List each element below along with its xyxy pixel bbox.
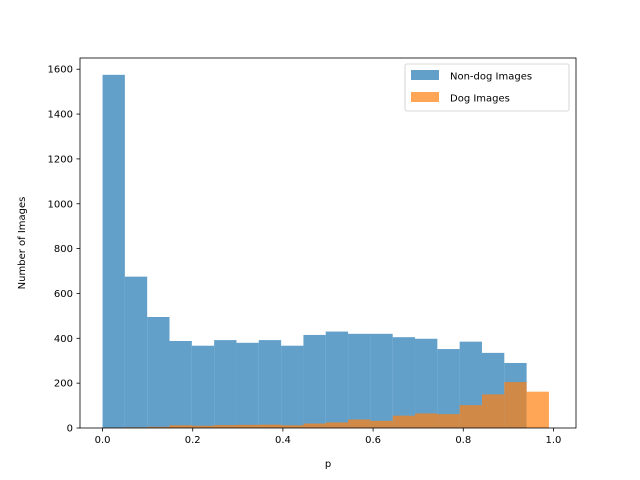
bar-dog-12 (370, 420, 393, 428)
bar-nondog-8 (281, 345, 304, 428)
bar-dog-7 (258, 424, 282, 428)
legend-box (404, 63, 570, 112)
x-tick-label-2: 0.4 (275, 435, 291, 446)
bar-nondog-1 (124, 276, 148, 428)
y-tick-label-1: 200 (54, 379, 73, 390)
bar-nondog-7 (258, 340, 282, 428)
bar-nondog-0 (102, 74, 125, 429)
y-tick-label-8: 1600 (48, 65, 73, 76)
legend-swatch-dog (411, 92, 439, 102)
y-tick-label-7: 1400 (48, 110, 73, 121)
bar-nondog-6 (236, 342, 259, 428)
bar-nondog-3 (169, 340, 192, 428)
bar-dog-4 (191, 425, 215, 428)
bar-dog-15 (437, 414, 460, 428)
bar-dog-2 (147, 426, 170, 428)
bar-nondog-2 (147, 317, 170, 428)
bar-dog-6 (236, 424, 259, 428)
bar-dog-16 (459, 405, 482, 428)
bar-dog-11 (348, 419, 371, 428)
x-axis-ticks: 0.0 0.2 0.4 0.6 0.8 1.0 (95, 428, 562, 446)
bar-dog-13 (392, 415, 416, 428)
y-tick-label-0: 0 (67, 424, 73, 435)
series-dog-bars (102, 382, 549, 428)
bar-dog-18 (504, 382, 527, 428)
legend-swatch-nondog (411, 70, 439, 80)
bar-dog-9 (303, 423, 326, 428)
bar-dog-19 (526, 391, 549, 428)
y-axis-label: Number of Images (17, 197, 28, 290)
bar-nondog-15 (437, 349, 460, 428)
bar-nondog-12 (370, 333, 393, 428)
y-tick-label-3: 600 (54, 289, 73, 300)
x-tick-label-4: 0.8 (455, 435, 471, 446)
legend-label-nondog: Non-dog Images (450, 72, 532, 83)
x-tick-label-1: 0.2 (185, 435, 201, 446)
y-axis-ticks: 0 200 400 600 800 1000 1200 1400 1600 (48, 65, 80, 435)
bar-dog-3 (169, 425, 192, 428)
x-tick-label-3: 0.6 (365, 435, 381, 446)
bar-nondog-5 (214, 340, 237, 428)
legend-label-dog: Dog Images (450, 94, 510, 105)
x-tick-label-0: 0.0 (95, 435, 111, 446)
bar-nondog-11 (348, 333, 371, 428)
y-tick-label-5: 1000 (48, 199, 73, 210)
y-tick-label-6: 1200 (48, 154, 73, 165)
bar-dog-10 (325, 422, 349, 428)
bar-dog-5 (214, 425, 237, 428)
bar-nondog-13 (392, 337, 416, 428)
bar-nondog-4 (191, 345, 215, 428)
y-tick-label-2: 400 (54, 334, 73, 345)
bar-dog-8 (281, 425, 304, 428)
bar-nondog-9 (303, 334, 326, 428)
x-tick-label-5: 1.0 (546, 435, 562, 446)
bar-nondog-14 (415, 338, 438, 428)
bar-dog-17 (481, 394, 505, 428)
y-tick-label-4: 800 (54, 244, 73, 255)
series-nondog-bars (102, 74, 527, 429)
bar-dog-14 (415, 413, 438, 428)
legend: Non-dog Images Dog Images (404, 63, 570, 112)
bar-nondog-10 (325, 331, 349, 428)
x-axis-label: p (325, 459, 331, 470)
plot-frame (79, 57, 577, 429)
